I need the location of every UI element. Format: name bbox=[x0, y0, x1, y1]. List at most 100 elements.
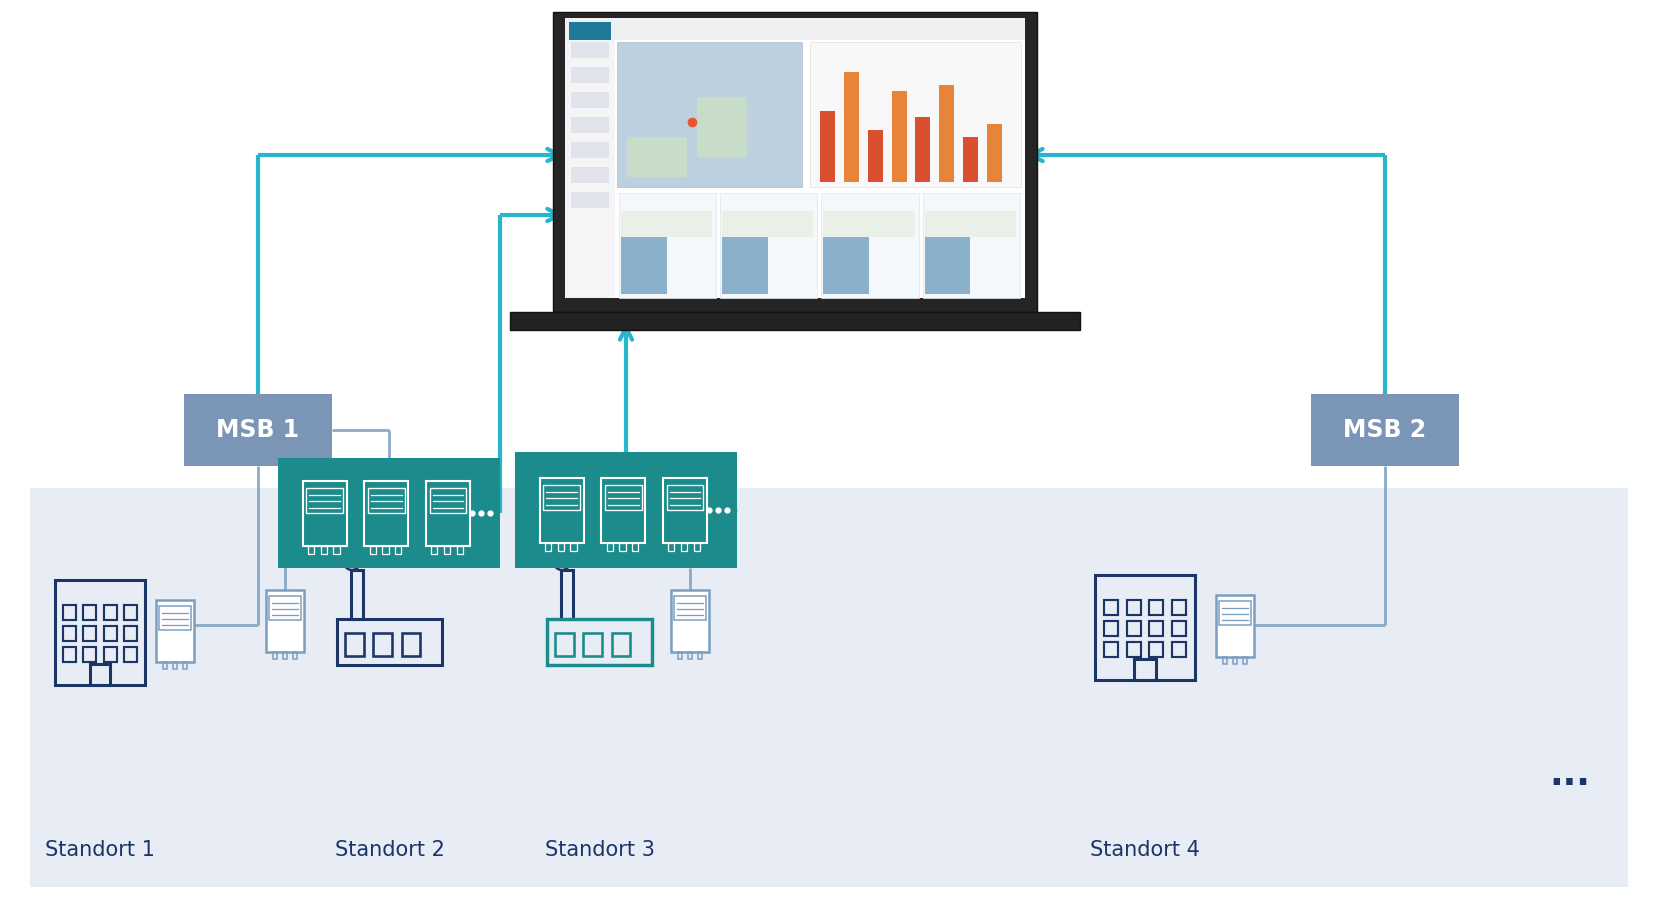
Bar bbox=[925, 236, 969, 294]
Text: Standort 3: Standort 3 bbox=[545, 840, 655, 860]
Bar bbox=[570, 92, 608, 108]
Bar bbox=[555, 633, 573, 656]
Bar bbox=[1148, 600, 1163, 615]
Bar bbox=[570, 67, 608, 83]
Bar bbox=[570, 142, 608, 158]
Bar bbox=[1133, 659, 1155, 680]
Bar bbox=[626, 137, 686, 177]
Bar bbox=[1104, 600, 1117, 615]
Bar bbox=[431, 545, 437, 554]
Bar bbox=[539, 477, 583, 543]
Bar bbox=[618, 193, 716, 298]
Bar bbox=[565, 40, 615, 298]
Bar bbox=[621, 236, 666, 294]
Bar bbox=[30, 488, 1627, 887]
Bar bbox=[543, 485, 580, 510]
Bar bbox=[583, 633, 601, 656]
Bar bbox=[674, 597, 706, 620]
Bar bbox=[547, 620, 653, 665]
Bar bbox=[373, 633, 391, 656]
Bar bbox=[30, 488, 1627, 877]
Bar bbox=[426, 481, 469, 545]
Bar bbox=[547, 620, 653, 665]
Bar bbox=[1094, 575, 1195, 680]
Bar bbox=[1171, 600, 1185, 615]
Bar bbox=[1104, 642, 1117, 657]
Bar bbox=[925, 211, 1016, 237]
Bar bbox=[915, 117, 930, 182]
Bar bbox=[104, 648, 116, 662]
Bar bbox=[698, 652, 701, 659]
Bar bbox=[663, 477, 706, 543]
Bar bbox=[681, 543, 686, 551]
Bar bbox=[63, 626, 76, 640]
Bar bbox=[986, 124, 1001, 182]
Bar bbox=[333, 545, 340, 554]
Bar bbox=[696, 97, 747, 157]
Bar bbox=[365, 481, 408, 545]
Bar bbox=[1125, 642, 1140, 657]
Bar bbox=[345, 633, 363, 656]
Bar bbox=[1311, 394, 1458, 466]
Bar bbox=[722, 211, 814, 237]
Bar bbox=[444, 545, 451, 554]
Bar bbox=[124, 605, 138, 620]
Bar bbox=[1215, 595, 1253, 657]
Bar bbox=[668, 543, 674, 551]
Bar bbox=[292, 652, 297, 659]
Bar bbox=[63, 605, 76, 620]
Bar bbox=[162, 662, 167, 669]
Bar bbox=[605, 485, 641, 510]
Bar bbox=[303, 481, 346, 545]
Bar bbox=[104, 605, 116, 620]
Bar bbox=[867, 130, 882, 182]
Bar bbox=[104, 626, 116, 640]
Text: MSB 1: MSB 1 bbox=[217, 418, 300, 442]
Bar bbox=[394, 545, 401, 554]
Bar bbox=[1125, 622, 1140, 636]
Bar bbox=[1218, 601, 1249, 624]
Bar bbox=[722, 236, 767, 294]
Bar bbox=[1241, 657, 1246, 665]
Bar bbox=[1171, 642, 1185, 657]
Bar bbox=[265, 590, 303, 652]
Bar bbox=[320, 545, 326, 554]
Bar bbox=[568, 22, 611, 40]
Text: Standort 1: Standort 1 bbox=[45, 840, 154, 860]
Bar bbox=[278, 458, 500, 568]
Bar bbox=[923, 193, 1019, 298]
Text: MSB 2: MSB 2 bbox=[1342, 418, 1425, 442]
Bar bbox=[30, 478, 1627, 887]
Bar bbox=[370, 545, 376, 554]
Bar bbox=[719, 193, 817, 298]
Bar bbox=[678, 652, 683, 659]
Bar bbox=[401, 633, 421, 656]
Bar bbox=[172, 662, 177, 669]
Bar bbox=[83, 626, 96, 640]
Bar bbox=[1223, 657, 1226, 665]
Bar bbox=[570, 42, 608, 58]
Bar bbox=[891, 91, 906, 182]
Bar bbox=[156, 600, 194, 662]
Bar bbox=[824, 211, 915, 237]
Bar bbox=[457, 545, 462, 554]
Bar bbox=[63, 648, 76, 662]
Bar bbox=[688, 652, 693, 659]
Bar bbox=[565, 18, 1024, 40]
Bar bbox=[1148, 642, 1163, 657]
Bar bbox=[824, 236, 868, 294]
Bar bbox=[124, 626, 138, 640]
Bar bbox=[621, 211, 713, 237]
Bar bbox=[606, 543, 613, 551]
Bar bbox=[182, 662, 187, 669]
Bar bbox=[1171, 622, 1185, 636]
Bar bbox=[671, 590, 709, 652]
Bar bbox=[268, 597, 302, 620]
Bar bbox=[570, 117, 608, 133]
Bar bbox=[368, 488, 404, 513]
Bar bbox=[820, 110, 835, 182]
Bar bbox=[89, 664, 109, 685]
Bar bbox=[124, 648, 138, 662]
Bar bbox=[184, 394, 331, 466]
Bar bbox=[351, 570, 363, 620]
